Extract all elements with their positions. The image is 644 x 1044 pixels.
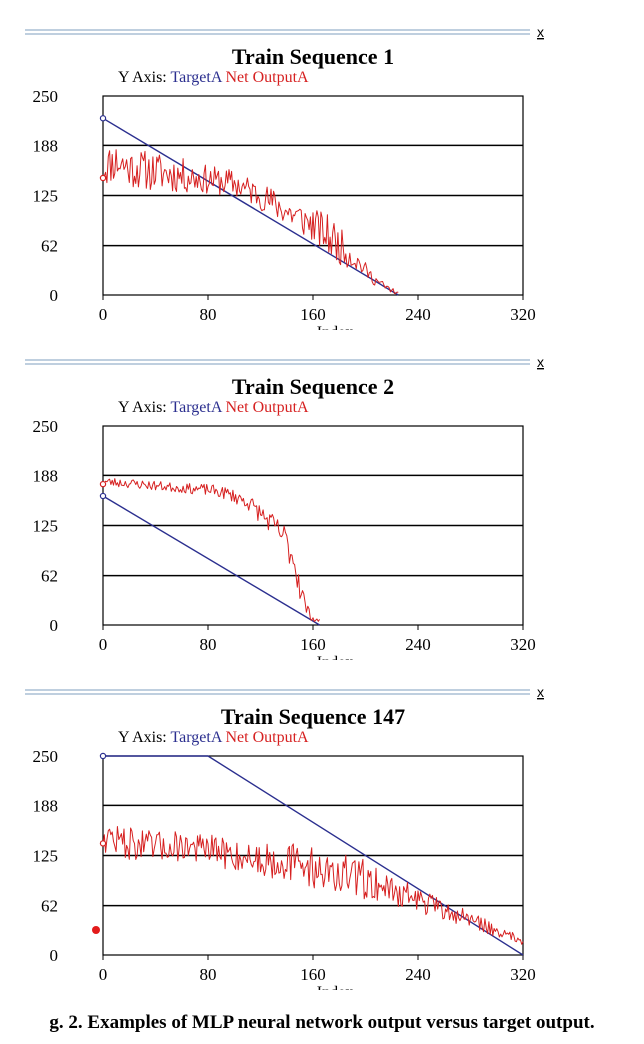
y-tick-label: 250 [33, 747, 59, 766]
y-tick-label: 188 [33, 796, 59, 815]
series-line-output [102, 826, 524, 945]
close-button[interactable]: x [537, 354, 544, 370]
series-start-point [99, 840, 107, 847]
y-tick-label: 250 [33, 417, 59, 436]
x-tick-label: 80 [200, 305, 217, 324]
legend-item-target: TargetA [170, 729, 225, 746]
close-icon[interactable]: x [537, 354, 544, 370]
x-tick-label: 0 [99, 305, 108, 324]
x-tick-label: 320 [510, 965, 536, 984]
y-tick-label: 0 [50, 286, 59, 305]
y-tick-label: 125 [33, 847, 59, 866]
y-tick-label: 62 [41, 237, 58, 256]
close-icon[interactable]: x [537, 24, 544, 40]
y-tick-label: 62 [41, 567, 58, 586]
chart-title: Train Sequence 147 [221, 704, 405, 729]
y-tick-label: 188 [33, 136, 59, 155]
y-tick-label: 125 [33, 187, 59, 206]
series-line-target [103, 755, 524, 956]
series-line-target [102, 117, 399, 296]
x-axis-label: Index [317, 654, 353, 660]
legend-item-output: Net OutputA [225, 69, 309, 86]
x-tick-label: 240 [405, 635, 431, 654]
y-tick-label: 250 [33, 87, 59, 106]
figure-caption: g. 2. Examples of MLP neural network out… [49, 1012, 595, 1033]
legend-item-target: TargetA [170, 399, 225, 416]
chart-legend: Y Axis: TargetA Net OutputA [118, 69, 309, 86]
y-tick-label: 188 [33, 466, 59, 485]
series-line-target [102, 495, 320, 626]
x-tick-label: 80 [200, 965, 217, 984]
y-tick-label: 0 [50, 946, 59, 965]
series-start-point [99, 492, 107, 500]
close-icon[interactable]: x [537, 684, 544, 700]
x-axis-label: Index [317, 324, 353, 330]
y-tick-label: 125 [33, 517, 59, 536]
chart-panel-3: x Train Sequence 147 Y Axis: TargetA Net O… [0, 660, 644, 990]
series-start-point [99, 115, 107, 122]
x-tick-label: 0 [99, 635, 108, 654]
x-axis-label: Index [317, 984, 353, 990]
close-button[interactable]: x [537, 24, 544, 40]
series-start-point [99, 752, 107, 760]
x-tick-label: 240 [405, 305, 431, 324]
y-tick-label: 62 [41, 897, 58, 916]
series-start-point [99, 174, 107, 182]
legend-item-output: Net OutputA [225, 399, 309, 416]
x-tick-label: 160 [300, 965, 326, 984]
chart-title: Train Sequence 2 [232, 374, 394, 399]
chart-title: Train Sequence 1 [232, 44, 394, 69]
marker-dot [92, 926, 100, 934]
legend-prefix: Y Axis: [118, 399, 170, 416]
x-tick-label: 160 [300, 635, 326, 654]
series-start-point [99, 480, 107, 488]
series-line-output [102, 478, 321, 622]
x-tick-label: 320 [510, 635, 536, 654]
chart-legend: Y Axis: TargetA Net OutputA [118, 729, 309, 746]
legend-prefix: Y Axis: [118, 69, 170, 86]
chart-legend: Y Axis: TargetA Net OutputA [118, 399, 309, 416]
legend-prefix: Y Axis: [118, 729, 170, 746]
x-tick-label: 0 [99, 965, 108, 984]
y-tick-label: 0 [50, 616, 59, 635]
x-tick-label: 240 [405, 965, 431, 984]
x-tick-label: 160 [300, 305, 326, 324]
legend-item-output: Net OutputA [225, 729, 309, 746]
series-line-output [102, 149, 399, 294]
close-button[interactable]: x [537, 684, 544, 700]
x-tick-label: 320 [510, 305, 536, 324]
x-tick-label: 80 [200, 635, 217, 654]
legend-item-target: TargetA [170, 69, 225, 86]
